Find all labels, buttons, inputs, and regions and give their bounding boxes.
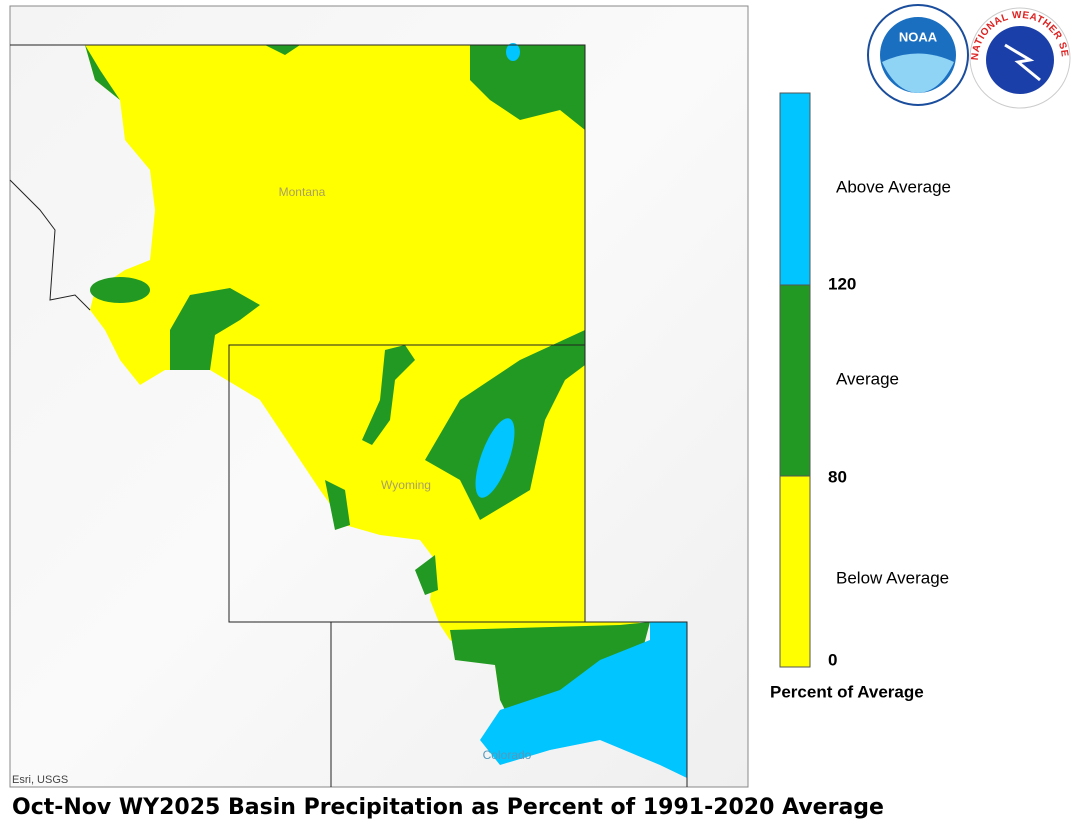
average-area <box>90 277 150 303</box>
attribution: Esri, USGS <box>12 774 68 786</box>
state-border <box>9 179 91 311</box>
state-label: Wyoming <box>381 478 431 492</box>
noaa-logo: NOAA <box>867 4 969 106</box>
logo-text: NOAA <box>899 29 938 44</box>
average-area <box>362 345 415 445</box>
legend-class: Below Average <box>836 568 949 587</box>
legend-class: Above Average <box>836 177 951 196</box>
map: Montana Wyoming Colorado Esri, USGS <box>9 5 749 788</box>
legend-break: 0 <box>828 650 837 669</box>
map-title: Oct-Nov WY2025 Basin Precipitation as Pe… <box>12 795 884 820</box>
above-average-area <box>475 418 515 498</box>
legend: Above Average Average Below Average 120 … <box>770 92 951 701</box>
average-area <box>415 555 438 595</box>
legend-title: Percent of Average <box>770 682 924 701</box>
legend-swatch <box>779 284 811 477</box>
average-area <box>265 45 300 55</box>
above-average-area <box>506 43 520 61</box>
state-border <box>330 621 688 787</box>
average-area <box>170 288 260 370</box>
legend-class: Average <box>836 369 899 388</box>
state-label: Colorado <box>483 748 532 762</box>
average-area <box>450 622 650 720</box>
legend-swatch <box>779 92 811 286</box>
average-area <box>325 480 350 530</box>
legend-swatch <box>779 475 811 668</box>
logo-bird <box>882 53 954 93</box>
logo-bolt <box>1004 43 1041 82</box>
state-borders <box>9 44 688 787</box>
state-label: Montana <box>279 185 326 199</box>
legend-break: 80 <box>828 467 847 486</box>
average-area <box>470 45 585 130</box>
below-average-area <box>85 45 640 700</box>
logo-disc <box>986 26 1054 94</box>
legend-break: 120 <box>828 274 856 293</box>
above-average-area <box>480 622 687 778</box>
above-average-areas <box>475 43 687 778</box>
